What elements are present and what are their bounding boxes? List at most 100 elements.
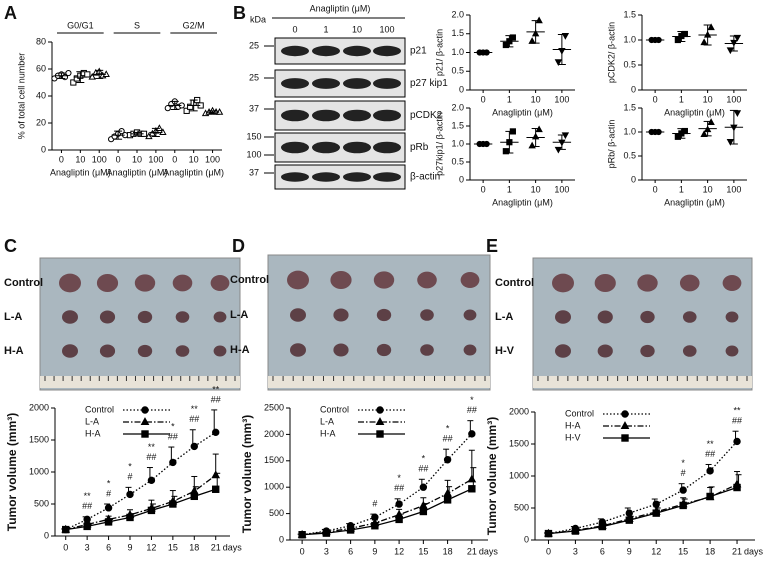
significance-mark: # [106, 488, 111, 498]
blot-band [343, 78, 371, 89]
x-tick-label: 10 [75, 154, 85, 164]
blot-band [343, 45, 371, 57]
tumor [594, 273, 616, 293]
data-point [83, 522, 91, 531]
x-tick-label: 0 [116, 154, 121, 164]
y-axis-label: Tumor volume (mm³) [240, 415, 254, 533]
x-unit: days [744, 546, 764, 556]
legend-label: H-V [565, 432, 581, 442]
x-tick-label: 9 [372, 546, 377, 556]
legend-marker [620, 421, 630, 430]
group-label: G2/M [183, 20, 205, 30]
kda-marker: 37 [249, 103, 259, 113]
legend-marker [375, 417, 385, 426]
series-line [302, 433, 473, 536]
x-tick-label: 10 [703, 94, 713, 104]
y-tick-label: 1.0 [623, 34, 636, 44]
data-point [443, 456, 452, 464]
x-axis-label: Anagliptin (μM) [664, 107, 725, 117]
ruler [40, 376, 240, 388]
x-tick-label: 0 [546, 546, 551, 556]
x-tick-label: 3 [85, 542, 90, 552]
legend-label: L-A [85, 416, 99, 426]
kda-marker: 25 [249, 40, 259, 50]
tumor [555, 310, 571, 324]
legend-marker [621, 434, 629, 442]
significance-mark: # [681, 468, 686, 478]
data-point [706, 492, 714, 501]
significance-mark: * [446, 424, 450, 434]
legend-label: Control [565, 408, 594, 418]
data-point [468, 430, 476, 438]
data-point [544, 529, 553, 538]
y-tick-label: 40 [36, 90, 46, 100]
x-axis-label: Anagliptin (μM) [50, 167, 111, 177]
x-axis-label: Anagliptin (μM) [107, 167, 168, 177]
data-point [84, 71, 91, 78]
data-point [652, 509, 660, 517]
data-point [700, 38, 708, 46]
legend-label: H-A [565, 420, 581, 430]
data-point [700, 130, 708, 137]
x-tick-label: 1 [679, 94, 684, 104]
tumor [463, 344, 477, 356]
blot-band [281, 109, 309, 122]
data-point [70, 79, 77, 86]
significance-mark: # [372, 499, 377, 509]
y-tick-label: 500 [34, 498, 49, 508]
x-tick-label: 15 [678, 546, 688, 556]
panel-label: D [232, 236, 245, 256]
blot-band [312, 45, 340, 57]
tumor [420, 344, 434, 356]
tumor [290, 308, 306, 322]
y-tick-label: 1500 [509, 438, 529, 448]
tumor [287, 270, 309, 290]
tumor [134, 274, 156, 292]
lane-label: 10 [352, 24, 362, 34]
x-tick-label: 18 [189, 542, 199, 552]
significance-mark: ** [707, 439, 715, 449]
significance-mark: * [171, 421, 175, 431]
x-tick-label: 0 [59, 154, 64, 164]
legend-marker [141, 406, 149, 414]
y-tick-label: 1.0 [451, 138, 464, 148]
significance-mark: ** [148, 442, 156, 452]
x-axis-label: Anagliptin (μM) [492, 197, 553, 207]
significance-mark: ## [732, 416, 742, 426]
y-tick-label: 1000 [29, 466, 49, 476]
tumor [213, 311, 227, 323]
x-tick-label: 21 [467, 546, 477, 556]
blot-band [281, 78, 309, 89]
tumor [62, 344, 78, 358]
data-point [126, 490, 134, 499]
y-tick-label: 2000 [264, 429, 284, 439]
y-tick-label: 20 [36, 117, 46, 127]
data-point [528, 37, 536, 44]
data-point [371, 522, 379, 530]
blot-band [312, 141, 340, 154]
data-point [419, 483, 428, 491]
series-line [548, 486, 738, 535]
kda-marker: 100 [246, 149, 261, 159]
x-tick-label: 100 [554, 94, 569, 104]
data-point [554, 146, 563, 154]
tumor [555, 344, 571, 358]
lane-label: 100 [379, 24, 394, 34]
blot-band [312, 78, 340, 89]
data-point [147, 476, 156, 485]
y-tick-label: 1.5 [451, 28, 464, 38]
y-tick-label: 0 [459, 174, 464, 184]
x-tick-label: 1 [679, 184, 684, 194]
significance-mark: * [128, 462, 132, 472]
legend-label: H-A [320, 428, 336, 438]
photo-row-label: Control [230, 274, 269, 286]
x-axis-label: Anagliptin (μM) [492, 107, 553, 117]
significance-mark: ## [211, 394, 221, 404]
tumor [62, 310, 78, 324]
significance-mark: ## [705, 449, 715, 459]
x-tick-label: 6 [106, 542, 111, 552]
data-point [346, 526, 355, 534]
y-axis-label: p21/ β-actin [434, 29, 444, 76]
tumor [725, 345, 739, 357]
y-tick-label: 0 [459, 84, 464, 94]
